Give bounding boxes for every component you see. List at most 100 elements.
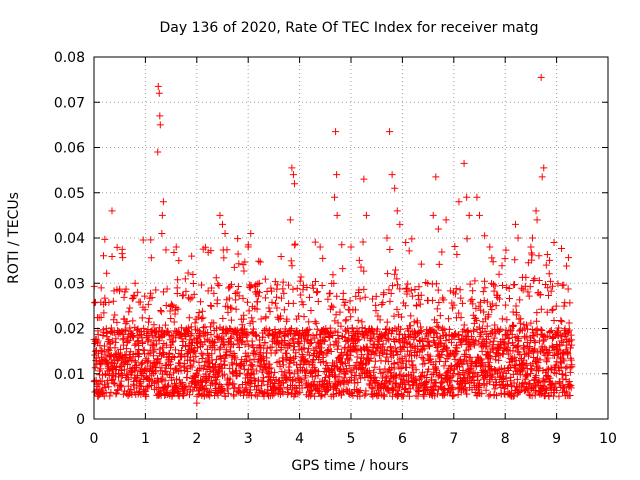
data-point — [134, 349, 142, 357]
data-point — [185, 314, 193, 322]
data-point — [545, 292, 553, 300]
data-point — [337, 322, 345, 330]
data-point — [537, 73, 545, 81]
data-point — [103, 269, 111, 277]
data-point — [413, 352, 421, 360]
data-point — [282, 349, 290, 357]
data-point — [247, 392, 255, 400]
data-point — [324, 379, 332, 387]
data-point — [161, 377, 169, 385]
data-point — [338, 241, 346, 249]
data-point — [418, 354, 426, 362]
data-point — [327, 302, 335, 310]
data-point — [483, 322, 491, 330]
data-point — [420, 392, 428, 400]
data-point — [243, 384, 251, 392]
data-point — [249, 365, 257, 373]
data-point — [445, 325, 453, 333]
data-point — [191, 319, 199, 327]
data-point — [146, 346, 154, 354]
data-point — [252, 332, 260, 340]
data-point — [265, 304, 273, 312]
data-points — [90, 73, 576, 407]
data-point — [182, 287, 190, 295]
data-point — [431, 329, 439, 337]
data-point — [232, 305, 240, 313]
data-point — [442, 216, 450, 224]
data-point — [253, 367, 261, 375]
data-point — [476, 355, 484, 363]
data-point — [172, 364, 180, 372]
data-point — [285, 368, 293, 376]
data-point — [314, 297, 322, 305]
data-point — [545, 270, 553, 278]
data-point — [400, 392, 408, 400]
data-point — [144, 337, 152, 345]
data-point — [439, 326, 447, 334]
data-point — [455, 309, 463, 317]
data-point — [331, 193, 339, 201]
x-tick-label: 5 — [347, 431, 356, 447]
data-point — [386, 128, 394, 136]
data-point — [329, 303, 337, 311]
data-point — [471, 341, 479, 349]
data-point — [566, 299, 574, 307]
data-point — [271, 325, 279, 333]
data-point — [213, 296, 221, 304]
data-point — [229, 341, 237, 349]
data-point — [382, 325, 390, 333]
data-point — [283, 315, 291, 323]
data-point — [509, 347, 517, 355]
data-point — [468, 332, 476, 340]
data-point — [432, 173, 440, 181]
data-point — [150, 352, 158, 360]
data-point — [527, 336, 535, 344]
data-point — [267, 369, 275, 377]
data-point — [380, 392, 388, 400]
data-point — [403, 347, 411, 355]
data-point — [248, 314, 256, 322]
data-point — [312, 343, 320, 351]
data-point — [503, 343, 511, 351]
data-point — [198, 354, 206, 362]
data-point — [141, 365, 149, 373]
data-point — [234, 282, 242, 290]
data-point — [297, 377, 305, 385]
data-point — [433, 305, 441, 313]
data-point — [153, 378, 161, 386]
data-point — [396, 220, 404, 228]
data-point — [261, 294, 269, 302]
data-point — [501, 255, 509, 263]
data-point — [178, 347, 186, 355]
y-tick-label: 0.04 — [54, 231, 85, 247]
data-point — [179, 291, 187, 299]
data-point — [448, 339, 456, 347]
data-point — [173, 366, 181, 374]
data-point — [230, 263, 238, 271]
data-point — [141, 292, 149, 300]
data-point — [158, 229, 166, 237]
data-point — [503, 316, 511, 324]
data-point — [355, 286, 363, 294]
data-point — [299, 301, 307, 309]
data-point — [528, 366, 536, 374]
data-point — [532, 207, 540, 215]
data-point — [379, 299, 387, 307]
data-point — [407, 286, 415, 294]
data-point — [207, 247, 215, 255]
data-point — [272, 299, 279, 307]
data-point — [303, 326, 311, 334]
data-point — [481, 284, 489, 292]
data-point — [421, 359, 429, 367]
y-tick-label: 0.07 — [54, 95, 85, 111]
data-point — [121, 326, 129, 334]
data-point — [227, 333, 235, 341]
data-point — [385, 286, 393, 294]
data-point — [91, 351, 99, 359]
data-point — [384, 358, 392, 366]
data-point — [138, 334, 146, 342]
data-point — [568, 363, 576, 371]
data-point — [112, 363, 120, 371]
data-point — [387, 330, 395, 338]
data-point — [181, 343, 189, 351]
